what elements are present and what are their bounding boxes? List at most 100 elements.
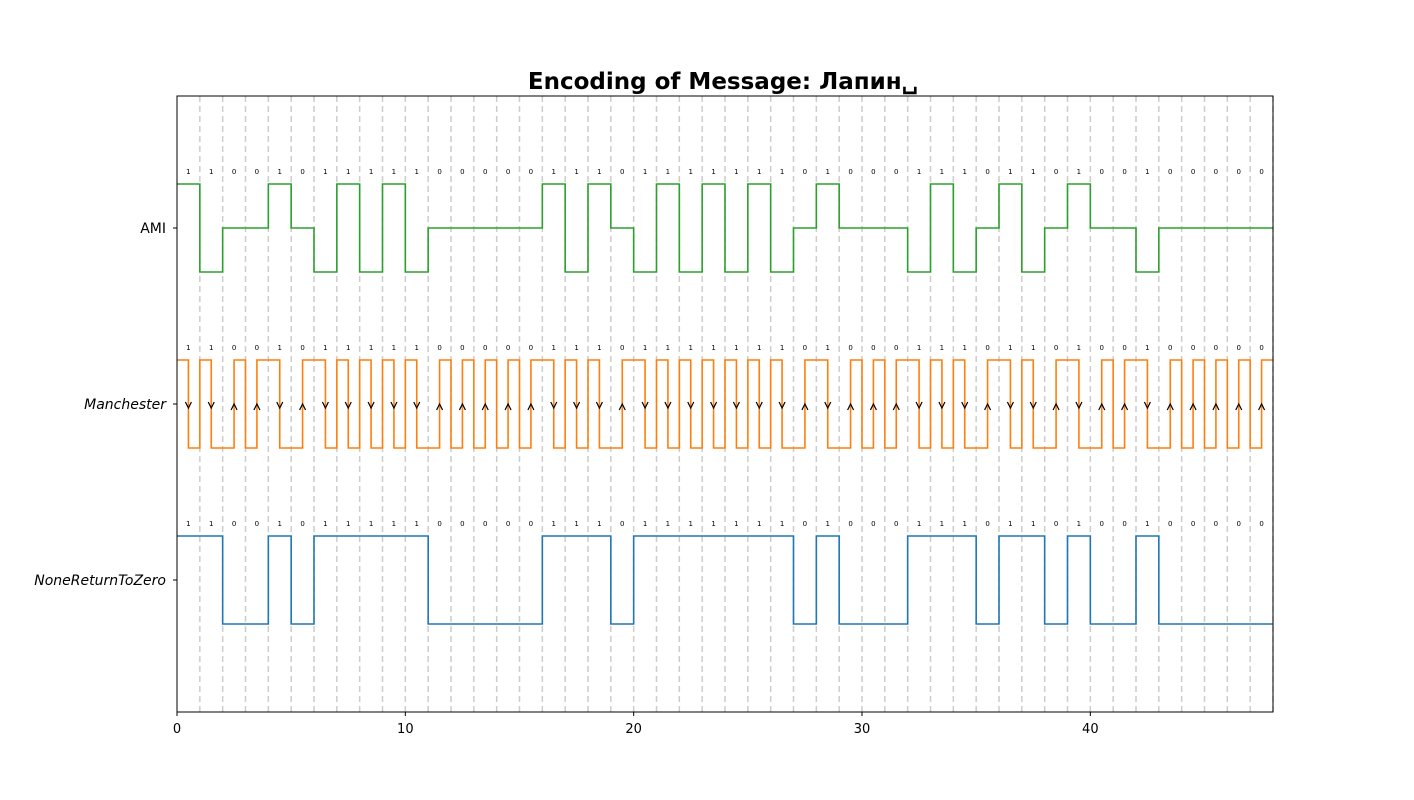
bit-label-manchester-14: 0 — [506, 344, 510, 352]
transition-arrow-15 — [527, 402, 535, 411]
bit-label-nrz-26: 1 — [780, 520, 784, 528]
bit-label-manchester-17: 1 — [574, 344, 578, 352]
transition-arrow-26 — [778, 401, 786, 410]
bit-label-manchester-8: 1 — [369, 344, 373, 352]
bit-label-ami-5: 0 — [300, 168, 304, 176]
x-tick-label-30: 30 — [854, 722, 871, 737]
bit-label-ami-22: 1 — [689, 168, 693, 176]
bit-label-nrz-5: 0 — [300, 520, 304, 528]
bit-label-nrz-36: 1 — [1008, 520, 1012, 528]
bit-label-manchester-39: 1 — [1077, 344, 1081, 352]
bit-label-manchester-44: 0 — [1191, 344, 1195, 352]
bit-label-manchester-7: 1 — [346, 344, 350, 352]
bit-label-manchester-21: 1 — [666, 344, 670, 352]
bit-label-ami-12: 0 — [460, 168, 464, 176]
bit-label-nrz-25: 1 — [757, 520, 761, 528]
bit-label-manchester-9: 1 — [392, 344, 396, 352]
bit-label-ami-17: 1 — [574, 168, 578, 176]
bit-label-manchester-24: 1 — [734, 344, 738, 352]
bit-label-ami-9: 1 — [392, 168, 396, 176]
bit-label-ami-46: 0 — [1237, 168, 1241, 176]
bit-label-nrz-39: 1 — [1077, 520, 1081, 528]
bit-label-nrz-17: 1 — [574, 520, 578, 528]
bit-label-manchester-38: 0 — [1054, 344, 1058, 352]
bit-label-manchester-46: 0 — [1237, 344, 1241, 352]
bit-label-ami-23: 1 — [711, 168, 715, 176]
bit-label-nrz-38: 0 — [1054, 520, 1058, 528]
bit-label-nrz-47: 0 — [1259, 520, 1263, 528]
bit-label-ami-1: 1 — [209, 168, 213, 176]
bit-label-manchester-19: 0 — [620, 344, 624, 352]
bit-label-manchester-29: 0 — [848, 344, 852, 352]
bit-label-nrz-40: 0 — [1100, 520, 1104, 528]
bit-label-ami-27: 0 — [803, 168, 807, 176]
transition-arrow-7 — [344, 401, 352, 410]
bit-label-manchester-43: 0 — [1168, 344, 1172, 352]
x-tick-labels: 0 10 20 30 40 — [173, 712, 1099, 737]
bit-label-nrz-43: 0 — [1168, 520, 1172, 528]
bit-label-nrz-34: 1 — [963, 520, 967, 528]
bit-label-manchester-35: 0 — [985, 344, 989, 352]
bit-label-manchester-10: 1 — [415, 344, 419, 352]
transition-arrow-45 — [1212, 402, 1220, 411]
x-tick-label-0: 0 — [173, 722, 181, 737]
transition-arrow-38 — [1052, 402, 1060, 411]
bit-label-manchester-11: 0 — [437, 344, 441, 352]
transition-arrow-0 — [184, 401, 192, 410]
bit-label-manchester-25: 1 — [757, 344, 761, 352]
bit-label-nrz-8: 1 — [369, 520, 373, 528]
bit-label-ami-28: 1 — [826, 168, 830, 176]
transition-arrow-13 — [481, 402, 489, 411]
bit-label-ami-26: 1 — [780, 168, 784, 176]
bit-label-ami-15: 0 — [529, 168, 533, 176]
transition-arrow-29 — [847, 402, 855, 411]
bit-label-ami-6: 1 — [323, 168, 327, 176]
signal-nrz — [177, 535, 1273, 625]
y-tick-labels: AMI Manchester NoneReturnToZero — [34, 221, 177, 589]
y-tick-label-ami: AMI — [140, 221, 166, 237]
bit-label-ami-0: 1 — [186, 168, 190, 176]
transition-arrow-1 — [207, 401, 215, 410]
bit-label-manchester-4: 1 — [278, 344, 282, 352]
bit-label-ami-37: 1 — [1031, 168, 1035, 176]
bit-label-manchester-16: 1 — [552, 344, 556, 352]
transition-arrow-14 — [504, 402, 512, 411]
transition-arrow-31 — [892, 402, 900, 411]
bit-label-nrz-27: 0 — [803, 520, 807, 528]
bit-label-nrz-22: 1 — [689, 520, 693, 528]
x-tick-label-20: 20 — [625, 722, 642, 737]
transition-arrow-17 — [573, 401, 581, 410]
transition-arrow-37 — [1029, 401, 1037, 410]
bit-label-manchester-2: 0 — [232, 344, 236, 352]
bit-label-ami-34: 1 — [963, 168, 967, 176]
transition-arrow-18 — [595, 401, 603, 410]
bit-label-manchester-28: 1 — [826, 344, 830, 352]
x-tick-label-40: 40 — [1082, 722, 1099, 737]
transition-arrow-6 — [321, 401, 329, 410]
bit-label-manchester-34: 1 — [963, 344, 967, 352]
bit-label-ami-39: 1 — [1077, 168, 1081, 176]
bit-label-manchester-42: 1 — [1145, 344, 1149, 352]
bit-label-ami-16: 1 — [552, 168, 556, 176]
bit-label-manchester-45: 0 — [1214, 344, 1218, 352]
bit-label-nrz-3: 0 — [255, 520, 259, 528]
bit-label-manchester-33: 1 — [940, 344, 944, 352]
bit-label-ami-13: 0 — [483, 168, 487, 176]
y-tick-label-manchester: Manchester — [84, 397, 167, 413]
transition-arrow-27 — [801, 402, 809, 411]
bit-label-manchester-5: 0 — [300, 344, 304, 352]
transition-arrow-21 — [664, 401, 672, 410]
bit-label-ami-35: 0 — [985, 168, 989, 176]
bit-label-nrz-46: 0 — [1237, 520, 1241, 528]
bit-label-nrz-1: 1 — [209, 520, 213, 528]
bit-label-ami-8: 1 — [369, 168, 373, 176]
bit-label-nrz-7: 1 — [346, 520, 350, 528]
bit-label-nrz-10: 1 — [415, 520, 419, 528]
bit-label-manchester-15: 0 — [529, 344, 533, 352]
bit-label-nrz-12: 0 — [460, 520, 464, 528]
transition-arrow-20 — [641, 401, 649, 410]
bit-label-nrz-0: 1 — [186, 520, 190, 528]
transition-arrow-36 — [1006, 401, 1014, 410]
transition-arrow-11 — [436, 402, 444, 411]
